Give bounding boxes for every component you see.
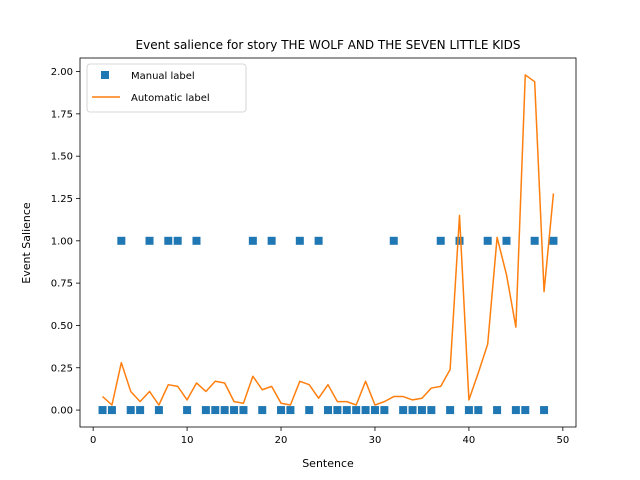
manual-label-point: [342, 406, 351, 415]
manual-label-point: [352, 406, 361, 415]
legend-manual-label: Manual label: [131, 71, 195, 82]
manual-label-point: [248, 236, 257, 245]
y-tick-label: 1.00: [51, 236, 73, 247]
manual-label-point: [136, 406, 145, 415]
manual-label-point: [126, 406, 135, 415]
manual-label-point: [267, 236, 276, 245]
y-tick-label: 0.75: [51, 279, 73, 290]
manual-label-point: [220, 406, 229, 415]
automatic-label-line: [102, 74, 555, 406]
manual-label-point: [464, 406, 473, 415]
manual-label-point: [446, 406, 455, 415]
legend-box: [86, 63, 247, 113]
y-tick-label: 2.00: [51, 67, 73, 78]
x-tick-label: 0: [90, 435, 96, 446]
x-tick-label: 40: [463, 435, 476, 446]
x-tick-label: 20: [275, 435, 288, 446]
y-axis-label: Event Salience: [20, 202, 33, 284]
manual-label-point: [314, 236, 323, 245]
manual-label-point: [511, 406, 520, 415]
axes-frame: [79, 57, 577, 428]
manual-label-point: [399, 406, 408, 415]
manual-label-point: [483, 236, 492, 245]
x-tick-label: 10: [181, 435, 194, 446]
legend-automatic-label: Automatic label: [131, 93, 210, 104]
manual-label-point: [305, 406, 314, 415]
y-tick-label: 1.75: [51, 109, 73, 120]
legend: Manual label Automatic label: [86, 63, 247, 113]
manual-label-point: [98, 406, 107, 415]
y-tick-label: 0.25: [51, 363, 73, 374]
manual-label-point: [427, 406, 436, 415]
manual-label-point: [183, 406, 192, 415]
manual-label-point: [286, 406, 295, 415]
x-axis-label: Sentence: [302, 457, 354, 470]
manual-label-point: [211, 406, 220, 415]
manual-label-point: [436, 236, 445, 245]
manual-label-point: [474, 406, 483, 415]
x-tick-label: 30: [369, 435, 382, 446]
manual-label-point: [389, 236, 398, 245]
manual-label-point: [502, 236, 511, 245]
manual-label-point: [173, 236, 182, 245]
manual-label-point: [380, 406, 389, 415]
manual-label-point: [370, 406, 379, 415]
manual-label-point: [521, 406, 530, 415]
manual-label-point: [549, 236, 558, 245]
manual-label-point: [154, 406, 163, 415]
manual-label-point: [455, 236, 464, 245]
manual-label-point: [107, 406, 116, 415]
y-tick-label: 1.50: [51, 152, 73, 163]
manual-label-point: [295, 236, 304, 245]
plot-area: [98, 74, 558, 415]
manual-label-point: [333, 406, 342, 415]
manual-label-point: [408, 406, 417, 415]
manual-label-point: [201, 406, 210, 415]
y-tick-label: 0.00: [51, 406, 73, 417]
x-tick-label: 50: [556, 435, 569, 446]
manual-label-point: [230, 406, 239, 415]
legend-manual-marker: [101, 71, 109, 79]
manual-label-point: [145, 236, 154, 245]
y-tick-label: 0.50: [51, 321, 73, 332]
manual-label-point: [540, 406, 549, 415]
y-tick-label: 1.25: [51, 194, 73, 205]
manual-label-point: [493, 406, 502, 415]
manual-label-point: [192, 236, 201, 245]
manual-label-point: [324, 406, 332, 415]
manual-label-point: [530, 236, 539, 245]
manual-label-point: [277, 406, 286, 415]
manual-label-point: [239, 406, 248, 415]
manual-label-point: [361, 406, 370, 415]
chart-title: Event salience for story THE WOLF AND TH…: [136, 38, 521, 52]
manual-label-point: [417, 406, 426, 415]
manual-label-point: [117, 236, 126, 245]
manual-label-point: [258, 406, 267, 415]
manual-label-point: [164, 236, 173, 245]
